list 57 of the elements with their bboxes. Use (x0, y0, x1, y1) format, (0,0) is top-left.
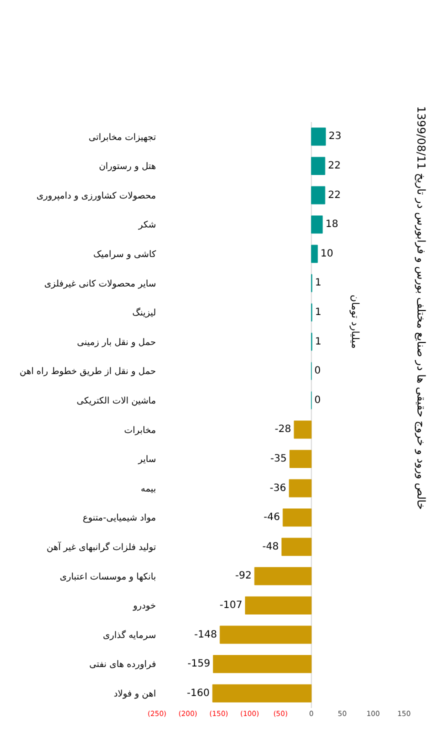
data-label: 18 (325, 219, 338, 230)
y-tick-label: هتل و رستوران (98, 162, 156, 172)
data-label: -148 (194, 629, 217, 640)
bar (311, 186, 326, 204)
bar (212, 684, 312, 702)
data-label: 23 (328, 131, 342, 142)
bar (294, 420, 312, 439)
y-tick-label: خودرو (132, 602, 156, 612)
y-tick-label: مخابرات (124, 426, 156, 436)
data-label: -48 (262, 541, 279, 552)
y-tick-label: اهن و فولاد (114, 690, 156, 700)
y-tick-label: بیمه (140, 484, 156, 494)
data-label: -36 (270, 482, 286, 494)
y-tick-label: حمل و نقل بار زمینی (77, 338, 156, 348)
bar (220, 626, 312, 644)
bar (212, 655, 312, 674)
y-tick-label: سایر محصولات کانی غیرفلزی (44, 279, 156, 290)
bar (281, 538, 312, 556)
y-tick-label: بانکها و موسسات اعتباری (60, 572, 156, 582)
bar (245, 596, 312, 614)
data-label: 1 (314, 306, 322, 318)
data-label: -160 (186, 688, 210, 699)
data-label: -92 (235, 570, 252, 582)
y-tick-label: ماشین الات الکتریکی (76, 396, 156, 406)
bar (290, 450, 312, 468)
data-label: -107 (220, 600, 242, 611)
y-tick-label: سرمایه گذاری (102, 628, 156, 641)
data-label: 10 (320, 248, 334, 260)
data-label: 22 (328, 160, 341, 172)
y-tick-label: تولید فلزات گرانبهای غیر آهن (46, 541, 156, 553)
y-tick-label: لیزینگ (132, 306, 156, 319)
data-label: 1 (314, 278, 322, 289)
annotation: میلیارد تومان (348, 294, 360, 349)
y-tick-label: سایر (137, 455, 156, 466)
y-tick-label: مواد شیمیایی-متنوع (82, 514, 156, 524)
data-label: -35 (270, 453, 287, 464)
bar (311, 156, 326, 175)
text: خالص ورود و خروج حقیقی ها در صنایع مختلف بورس و فرابورس در تاریخ 1399/08/11 (414, 106, 428, 510)
bar (311, 244, 318, 263)
bar (288, 479, 312, 498)
y-tick-label: تجهیزات مخابراتی (88, 132, 156, 143)
bar (282, 508, 312, 527)
y-tick-label: محصولات کشاورزی و دامپروری (36, 191, 156, 202)
data-label: -28 (274, 424, 292, 436)
y-tick-label: شکر (138, 220, 156, 231)
data-label: -159 (187, 658, 210, 670)
y-tick-label: فراورده های نفتی (89, 660, 156, 670)
data-label: 0 (314, 366, 321, 377)
data-label: -46 (264, 512, 280, 524)
y-tick-label: حمل و نقل از طریق خطوط راه اهن (20, 367, 156, 378)
data-label: 1 (314, 336, 322, 348)
bar (311, 128, 326, 146)
y-tick-label: کاشی و سرامیک (93, 250, 157, 260)
bar (311, 216, 323, 234)
data-label: 22 (328, 190, 341, 201)
bar (254, 567, 312, 586)
data-label: 0 (314, 394, 321, 406)
